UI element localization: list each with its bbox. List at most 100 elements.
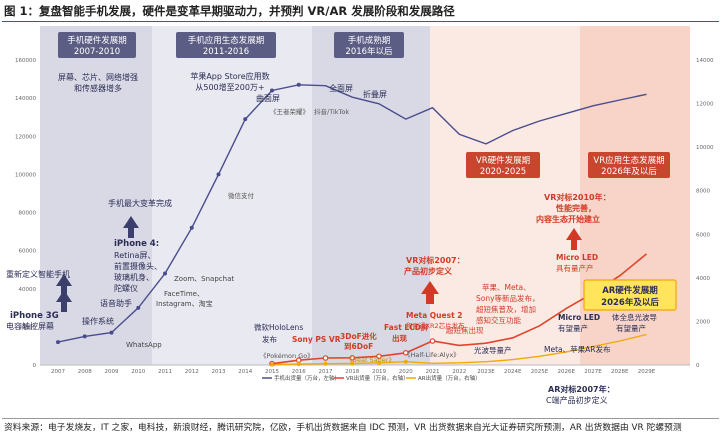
- data-point-phone: [243, 117, 248, 122]
- svg-text:性能完善，: 性能完善，: [556, 203, 596, 213]
- y-right-tick-label: 0: [696, 363, 700, 369]
- svg-text:C端产品初步定义: C端产品初步定义: [546, 395, 608, 405]
- data-point-phone: [216, 172, 221, 177]
- annotation-fullscreen: 全面屏: [329, 83, 353, 93]
- y-right-tick-label: 10000: [696, 145, 714, 151]
- series-phone-line: [57, 84, 647, 343]
- legend: 手机出货量（万台，左轴） VR出货量（万台，右轴） AR出货量（万台，右轴）: [262, 374, 481, 382]
- svg-text:陀螺仪: 陀螺仪: [114, 283, 138, 293]
- data-point-phone: [56, 340, 60, 345]
- red-arrows: [421, 228, 582, 304]
- annotation-fold: 折叠屏: [363, 89, 387, 99]
- svg-text:2020-2025: 2020-2025: [480, 167, 526, 177]
- arrow-up-icon: [566, 228, 582, 250]
- y-left-tick-label: 140000: [15, 96, 36, 102]
- data-point-phone: [136, 305, 141, 310]
- x-tick-label: 2008: [78, 369, 92, 375]
- annotation-assistant: 语音助手: [100, 298, 132, 308]
- annotation-pancake: 超短焦出现: [446, 325, 484, 335]
- annotation-meta-ar: Meta、苹果AR发布: [544, 344, 611, 354]
- phase-label-2: 手机应用生态发展期 2011-2016: [176, 32, 276, 58]
- annotation-waveguide-2: 体全息光波导: [612, 312, 657, 322]
- x-tick-label: 2021: [426, 369, 440, 375]
- y-right-tick-label: 12000: [696, 102, 714, 108]
- vr2010-annotation: VR对标2010年： 性能完善， 内容生态开始建立: [536, 192, 611, 224]
- annotation-zoom: Zoom、Snapchat: [174, 275, 234, 283]
- x-tick-label: 2012: [185, 369, 199, 375]
- phone-annotations: 屏幕、芯片、网络增强 和传感器增多 苹果App Store应用数 从500增至2…: [6, 71, 387, 326]
- x-tick-label: 2019: [372, 369, 386, 375]
- data-point-vr: [376, 353, 382, 360]
- annotation-biggest: 手机最大变革完成: [108, 198, 172, 208]
- svg-text:Sony等新品发布，: Sony等新品发布，: [476, 293, 540, 303]
- data-point-ar: [323, 361, 328, 366]
- annotation-facetime: FaceTime、: [164, 290, 204, 298]
- svg-text:Micro LED: Micro LED: [556, 253, 598, 262]
- annotation-hololens: 微软HoloLens: [254, 322, 303, 332]
- svg-text:2026年及以后: 2026年及以后: [601, 297, 659, 308]
- ar2007-annotation: AR对标2007年： C端产品初步定义: [546, 384, 615, 405]
- svg-text:iPhone 3G: iPhone 3G: [10, 311, 59, 321]
- svg-text:产品初步定义: 产品初步定义: [404, 266, 453, 276]
- phase-label-3: 手机成熟期 2016年以后: [334, 32, 404, 58]
- svg-text:2011-2016: 2011-2016: [203, 47, 249, 57]
- annotation-appstore: 苹果App Store应用数: [190, 71, 269, 81]
- data-point-vr: [349, 355, 356, 361]
- y-left-tick-label: 120000: [15, 134, 36, 140]
- data-point-vr: [402, 349, 409, 356]
- annotation-screen: 屏幕、芯片、网络增强: [58, 72, 138, 82]
- annotation-screen-2: 和传感器增多: [74, 83, 122, 93]
- svg-text:手机应用生态发展期: 手机应用生态发展期: [188, 35, 265, 46]
- data-point-phone: [109, 330, 114, 335]
- y-left-tick-label: 0: [33, 363, 37, 369]
- svg-text:超短焦普及，增加: 超短焦普及，增加: [476, 304, 536, 314]
- y-right-tick-label: 8000: [696, 189, 710, 195]
- apple-meta-annotation: 苹果、Meta、 Sony等新品发布， 超短焦普及，增加 感知交互功能: [476, 282, 540, 325]
- annotation-quest2: Meta Quest 2: [406, 311, 463, 320]
- annotation-microled-2b: 有望量产: [558, 323, 588, 333]
- data-point-vr: [429, 338, 436, 344]
- svg-text:VR应用生态发展期: VR应用生态发展期: [593, 155, 664, 166]
- svg-text:VR对标2010年：: VR对标2010年：: [544, 192, 611, 202]
- annotation-3dof-2: 到6DoF: [344, 341, 373, 351]
- annotation-whatsapp: WhatsApp: [126, 341, 162, 349]
- x-tick-label: 2018: [345, 369, 359, 375]
- y-left-tick-label: 80000: [19, 211, 37, 217]
- phase-label-1: 手机硬件发展期 2007-2010: [58, 32, 136, 58]
- data-point-ar: [377, 360, 381, 365]
- x-tick-label: 2026E: [558, 369, 576, 375]
- annotation-redefine: 重新定义智能手机: [6, 269, 70, 279]
- legend-label: AR出货量（万台，右轴）: [418, 374, 481, 382]
- arrow-up-icon: [123, 216, 139, 238]
- arrow-up-icon: [56, 290, 72, 312]
- annotation-waveguide-2b: 有望量产: [616, 323, 646, 333]
- phone-small-annotations: 《王者荣耀》 抖音/TikTok 微信支付: [228, 107, 349, 200]
- annotation-appstore-2: 从500增至200万+: [195, 82, 264, 92]
- svg-text:电容触控屏幕: 电容触控屏幕: [6, 321, 54, 331]
- svg-text:感知交互功能: 感知交互功能: [476, 315, 521, 325]
- annotation-3dof: 3DoF进化: [340, 331, 377, 341]
- legend-label: VR出货量（万台，右轴）: [346, 374, 409, 382]
- data-point-phone: [82, 334, 87, 339]
- data-point-phone: [189, 225, 194, 230]
- x-tick-label: 2017: [319, 369, 333, 375]
- svg-text:Retina屏、: Retina屏、: [114, 251, 155, 260]
- legend-label: 手机出货量（万台，左轴）: [274, 374, 340, 382]
- y-left-tick-label: 60000: [19, 249, 37, 255]
- iphone3-annotation: iPhone 3G 电容触控屏幕: [6, 311, 59, 331]
- phase-band-2: [152, 26, 312, 365]
- annotation-wechatpay: 微信支付: [228, 191, 255, 200]
- data-point-ar: [403, 359, 408, 364]
- annotation-fastlcd-2: 出现: [392, 333, 407, 343]
- svg-text:具有量产产: 具有量产产: [556, 263, 594, 273]
- data-point-vr: [322, 355, 329, 361]
- phase-label-4: VR硬件发展期 2020-2025: [466, 152, 540, 178]
- x-tick-label: 2020: [399, 369, 413, 375]
- svg-text:苹果、Meta、: 苹果、Meta、: [482, 282, 531, 292]
- x-tick-label: 2007: [51, 369, 65, 375]
- ar-annotations: Micro LED 有望量产 体全息光波导 有望量产 Meta、苹果AR发布: [544, 312, 657, 354]
- x-tick-label: 2014: [238, 369, 252, 375]
- y-left-tick-label: 100000: [15, 172, 36, 178]
- data-point-ar: [296, 362, 301, 367]
- svg-text:玻璃机身、: 玻璃机身、: [114, 272, 154, 282]
